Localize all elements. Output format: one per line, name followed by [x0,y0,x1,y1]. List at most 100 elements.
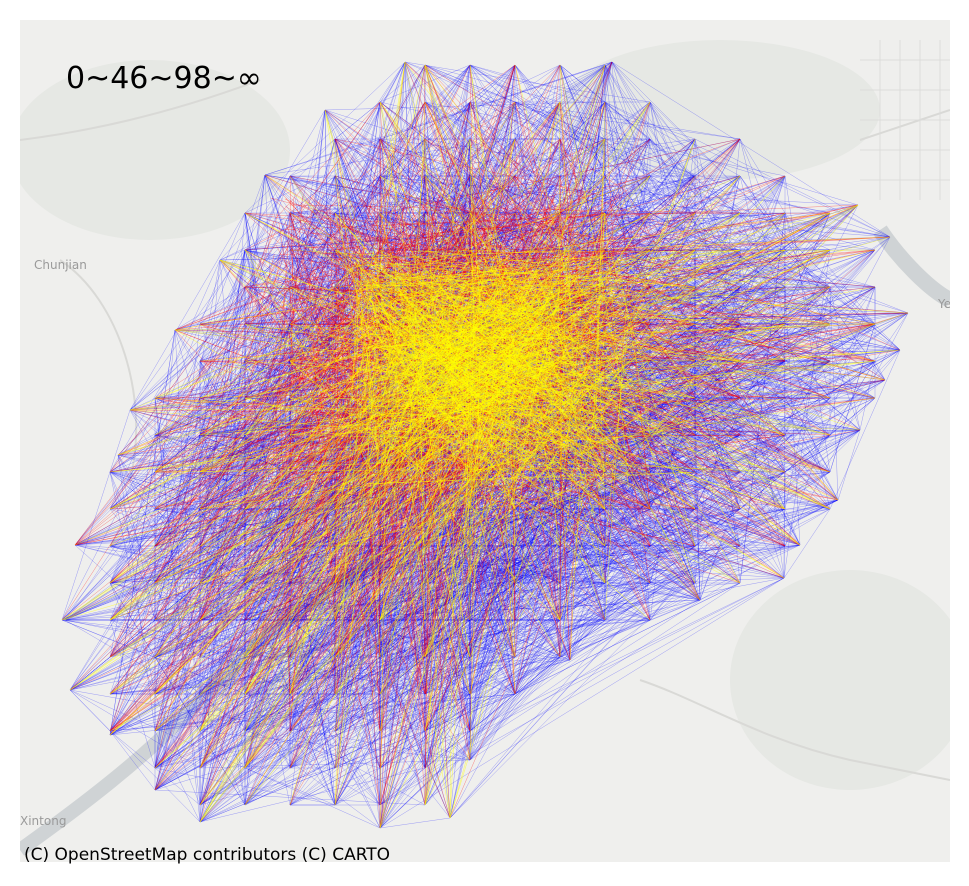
flow-line [829,286,876,399]
flow-line [289,175,651,214]
flow-line [334,360,786,621]
flow-line [109,397,291,510]
flow-line [334,212,741,251]
flow-line [109,212,336,658]
terrain-shade [20,60,290,240]
flow-line [379,397,876,806]
flow-line [109,329,176,736]
flow-line [424,312,909,658]
flow-line [784,434,831,473]
flow-line [289,138,381,177]
flow-line [334,101,471,288]
place-label-xintong: Xintong [20,814,66,828]
flow-line [244,397,606,806]
flow-line [109,286,246,473]
flow-line [424,619,561,732]
flow-line [129,138,426,411]
flow-line [649,397,741,584]
flow-line [109,471,741,736]
flow-line [604,64,651,177]
flow-line [469,101,651,510]
flow-line [334,175,381,806]
flow-line [469,101,741,140]
flow-line [109,434,381,473]
flow-line [264,174,291,695]
flow-line [379,175,471,732]
flow-line [559,471,606,510]
terrain-shade [560,40,880,180]
flow-line [154,508,696,621]
flow-line [649,360,696,547]
flow-line [69,582,651,691]
flow-line [334,471,696,732]
flow-line [559,323,876,621]
flow-line [289,471,831,658]
flow-line [379,434,741,621]
flow-line [289,175,471,214]
flow-line [154,397,201,769]
flow-line [69,689,201,823]
flow-line [694,471,741,547]
flow-line [424,656,561,806]
flow-line [424,599,701,695]
flow-line [559,175,696,547]
flow-line [379,397,876,621]
flow-line [289,397,831,806]
flow-line [334,471,381,621]
river [873,225,950,308]
flow-line [289,212,831,251]
flow-line [334,360,876,473]
river [20,553,384,856]
flow-line [74,360,246,546]
flow-line [154,693,201,791]
flow-line [604,545,651,621]
flow-line [469,101,786,510]
flow-line [289,656,381,829]
flow-line [694,286,876,547]
road [859,109,950,141]
flow-line [61,101,561,621]
flow-line [424,545,741,769]
flow-line [424,360,651,695]
flow-line [244,323,291,473]
flow-line [154,545,516,791]
flow-line [199,545,471,732]
flow-line [289,545,606,806]
flow-line [784,323,901,351]
flow-line [154,212,831,732]
flow-line [784,286,831,436]
flow-line [69,545,426,691]
flow-line [109,286,246,732]
flow-line [379,471,786,732]
flow-line [109,259,221,510]
flow-line [424,323,876,732]
flow-line [424,64,831,436]
flow-line [244,61,406,658]
flow-line [604,101,741,177]
flow-line [244,434,291,584]
flow-line [154,508,651,769]
flow-line [604,64,651,473]
flow-line [289,545,696,584]
flow-line [334,175,561,251]
flow-line [569,429,861,661]
flow-line [244,109,326,806]
flow-line [289,64,516,251]
flow-line [604,360,831,436]
flow-line [784,175,831,473]
flow-line [424,545,786,732]
flow-line [784,212,876,325]
flow-line [514,212,696,251]
flow-line [109,545,471,621]
flow-line [154,101,651,473]
flow-line [449,619,471,819]
road [639,679,950,781]
flow-line [199,471,381,732]
flow-line [514,101,561,251]
flow-line [469,249,831,658]
flow-line [379,64,606,251]
flow-line [199,259,221,473]
flow-line [424,545,651,695]
flow-line [244,582,741,621]
